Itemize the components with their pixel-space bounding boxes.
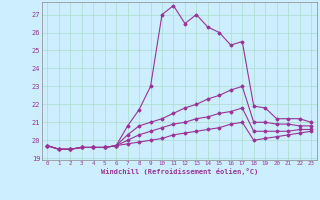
X-axis label: Windchill (Refroidissement éolien,°C): Windchill (Refroidissement éolien,°C) (100, 168, 258, 175)
